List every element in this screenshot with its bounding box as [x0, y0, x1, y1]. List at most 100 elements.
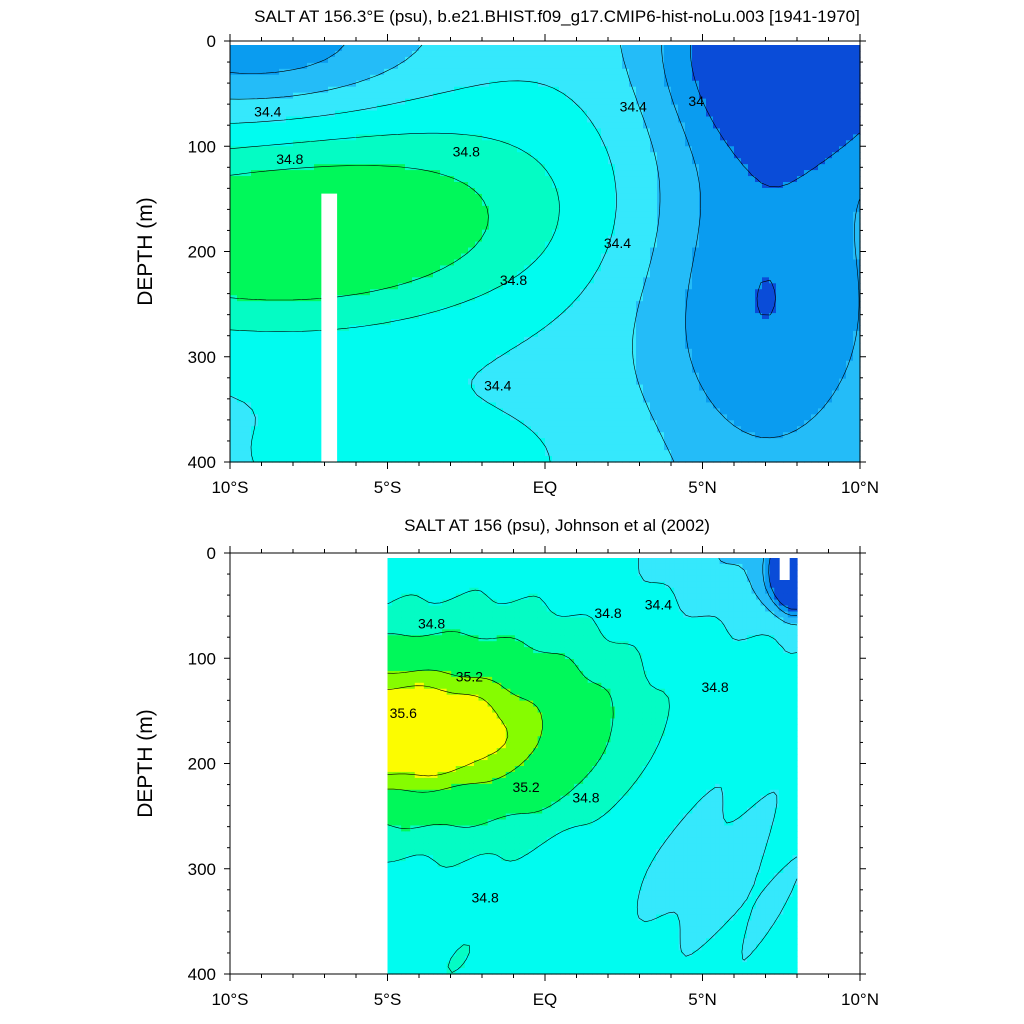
contour-cell — [272, 360, 280, 368]
contour-cell — [391, 158, 399, 165]
contour-cell — [314, 247, 322, 255]
contour-cell — [671, 182, 679, 189]
contour-cell — [454, 396, 462, 404]
contour-cell — [293, 176, 301, 183]
contour-cell — [538, 295, 546, 302]
contour-cell — [503, 187, 511, 195]
contour-cell — [468, 396, 476, 404]
contour-cell — [272, 390, 280, 398]
contour-cell — [629, 128, 637, 135]
contour-cell — [475, 62, 483, 70]
contour-cell — [391, 444, 399, 451]
contour-cell — [440, 438, 448, 445]
contour-cell — [636, 223, 644, 231]
contour-cell — [531, 289, 539, 296]
contour-cell — [237, 450, 245, 457]
contour-cell — [552, 187, 560, 195]
contour-cell — [300, 456, 308, 463]
contour-cell — [377, 187, 385, 195]
contour-cell — [363, 182, 371, 189]
contour-cell — [713, 205, 721, 213]
contour-cell — [545, 301, 553, 308]
contour-cell — [685, 450, 693, 457]
contour-cell — [314, 235, 322, 243]
contour-cell — [384, 152, 392, 159]
contour-cell — [573, 187, 581, 195]
contour-cell — [601, 372, 609, 380]
contour-cell — [244, 354, 252, 362]
contour-cell — [524, 122, 532, 129]
contour-cell — [531, 271, 539, 278]
contour-cell — [461, 438, 469, 445]
contour-cell — [475, 384, 483, 392]
contour-cell — [685, 110, 693, 118]
contour-cell — [468, 229, 476, 237]
contour-cell — [713, 444, 721, 451]
contour-cell — [419, 414, 427, 421]
contour-cell — [685, 199, 693, 207]
contour-cell — [342, 456, 350, 463]
contour-cell — [727, 104, 735, 112]
contour-cell — [573, 307, 581, 314]
contour-cell — [699, 271, 707, 278]
contour-cell — [300, 187, 308, 195]
contour-cell — [531, 336, 539, 344]
contour-cell — [258, 348, 266, 356]
contour-cell — [454, 324, 462, 332]
contour-cell — [699, 390, 707, 398]
contour-cell — [657, 152, 665, 159]
contour-cell — [573, 56, 581, 64]
contour-cell — [279, 319, 287, 326]
contour-cell — [545, 170, 553, 177]
contour-cell — [447, 110, 455, 118]
contour-cell — [720, 271, 728, 278]
contour-cell — [433, 187, 441, 195]
contour-cell — [419, 62, 427, 70]
contour-cell — [272, 450, 280, 457]
contour-cell — [622, 62, 630, 70]
contour-cell — [307, 223, 315, 231]
contour-cell — [531, 187, 539, 195]
contour-cell — [650, 50, 658, 58]
contour-cell — [657, 205, 665, 213]
contour-cell — [307, 62, 315, 70]
contour-cell — [552, 366, 560, 374]
contour-cell — [650, 128, 658, 135]
contour-cell — [671, 396, 679, 404]
contour-cell — [454, 68, 462, 76]
contour-cell — [510, 92, 518, 100]
contour-cell — [426, 182, 434, 189]
contour-cell — [608, 193, 616, 201]
contour-cell — [251, 86, 259, 94]
contour-cell — [678, 235, 686, 243]
contour-cell — [356, 122, 364, 129]
contour-cell — [706, 158, 714, 165]
contour-cell — [447, 62, 455, 70]
contour-cell — [328, 116, 336, 124]
contour-cell — [363, 426, 371, 433]
contour-cell — [342, 104, 350, 112]
contour-cell — [468, 50, 476, 58]
contour-cell — [706, 342, 714, 350]
contour-cell — [524, 450, 532, 457]
contour-cell — [377, 62, 385, 70]
contour-cell — [244, 158, 252, 165]
contour-cell — [370, 253, 378, 261]
contour-cell — [580, 56, 588, 64]
contour-cell — [384, 74, 392, 82]
contour-cell — [370, 86, 378, 94]
contour-cell — [559, 241, 567, 249]
contour-cell — [447, 104, 455, 112]
contour-cell — [440, 128, 448, 135]
contour-cell — [426, 68, 434, 76]
contour-cell — [258, 301, 266, 308]
contour-cell — [657, 289, 665, 296]
contour-cell — [615, 336, 623, 344]
contour-cell — [482, 92, 490, 100]
contour-cell — [391, 295, 399, 302]
contour-cell — [664, 98, 672, 106]
contour-cell — [496, 319, 504, 326]
contour-cell — [608, 265, 616, 272]
contour-cell — [300, 140, 308, 147]
contour-cell — [475, 301, 483, 308]
